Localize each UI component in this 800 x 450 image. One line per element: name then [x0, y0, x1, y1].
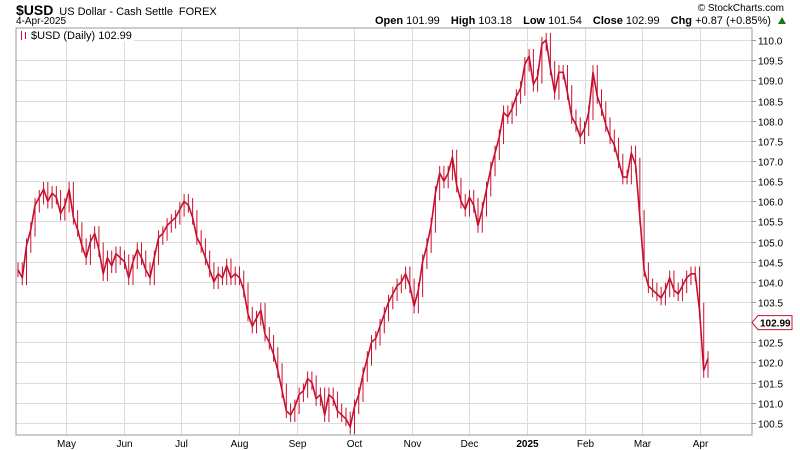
y-tick-label: 110.0 [758, 37, 783, 48]
symbol-line: $USD US Dollar - Cash Settle FOREX [16, 2, 217, 18]
y-tick-label: 109.5 [758, 57, 783, 68]
legend-label: $USD (Daily) 102.99 [31, 30, 132, 42]
y-tick-label: 108.5 [758, 98, 783, 109]
y-tick-label: 106.0 [758, 198, 783, 209]
symbol: $USD [16, 2, 54, 18]
quote-summary: Open 101.99 High 103.18 Low 101.54 Close… [375, 15, 786, 27]
last-value-label: 102.99 [760, 319, 791, 330]
y-tick-label: 104.0 [758, 279, 783, 290]
price-series [17, 32, 709, 435]
y-tick-label: 107.0 [758, 158, 783, 169]
y-tick-label: 108.0 [758, 118, 783, 129]
low-label: Low [523, 15, 546, 27]
exchange: FOREX [178, 6, 217, 18]
chg-value: +0.87 (+0.85%) [695, 15, 771, 27]
y-tick-label: 102.5 [758, 339, 783, 350]
close-label: Close [592, 15, 623, 27]
y-tick-label: 101.0 [758, 400, 783, 411]
y-tick-label: 105.5 [758, 218, 783, 229]
y-tick-label: 107.5 [758, 138, 783, 149]
x-tick-label: Aug [231, 439, 249, 450]
close-value: 102.99 [625, 15, 660, 27]
x-tick-label: Sep [289, 439, 307, 450]
chart-grid [16, 28, 752, 435]
y-axis: 100.5101.0101.5102.0102.5103.0103.5104.0… [752, 37, 783, 431]
symbol-name: US Dollar - Cash Settle [59, 6, 173, 18]
high-label: High [450, 15, 476, 27]
x-tick-label: Jul [175, 439, 188, 450]
up-arrow-icon [778, 17, 786, 24]
y-tick-label: 103.5 [758, 299, 783, 310]
open-label: Open [374, 15, 404, 27]
high-value: 103.18 [478, 15, 513, 27]
open-value: 101.99 [406, 15, 440, 27]
y-tick-label: 105.0 [758, 239, 783, 250]
y-tick-label: 101.5 [758, 380, 783, 391]
chart-header: $USD US Dollar - Cash Settle FOREX 4-Apr… [0, 0, 800, 28]
x-tick-label: Dec [461, 439, 479, 450]
y-tick-label: 104.5 [758, 259, 783, 270]
chg-label: Chg [670, 15, 693, 27]
x-tick-label: Mar [634, 439, 652, 450]
last-value-marker: 102.99 [751, 315, 793, 331]
chart-date: 4-Apr-2025 [16, 16, 67, 27]
y-tick-label: 106.5 [758, 178, 783, 189]
ohlc-bar-icon [19, 31, 28, 40]
x-axis: May Jun Jul Aug Sep Oct Nov Dec 2025 Feb Mar Apr [57, 439, 709, 450]
last-value-tag [751, 315, 793, 331]
x-tick-label: Nov [404, 439, 422, 450]
y-tick-label: 100.5 [758, 420, 783, 431]
x-tick-label: May [57, 439, 76, 450]
credit-link[interactable]: © StockCharts.com [697, 3, 784, 14]
y-tick-label: 102.0 [758, 359, 783, 370]
plot-frame [15, 27, 753, 436]
chart-legend: $USD (Daily) 102.99 [17, 30, 134, 42]
x-tick-label: Feb [577, 439, 595, 450]
x-tick-label: Jun [116, 439, 132, 450]
low-value: 101.54 [548, 15, 582, 27]
x-tick-label: Apr [693, 439, 709, 450]
x-tick-label: Oct [347, 439, 363, 450]
y-tick-label: 109.0 [758, 77, 783, 88]
x-tick-label: 2025 [516, 439, 539, 450]
